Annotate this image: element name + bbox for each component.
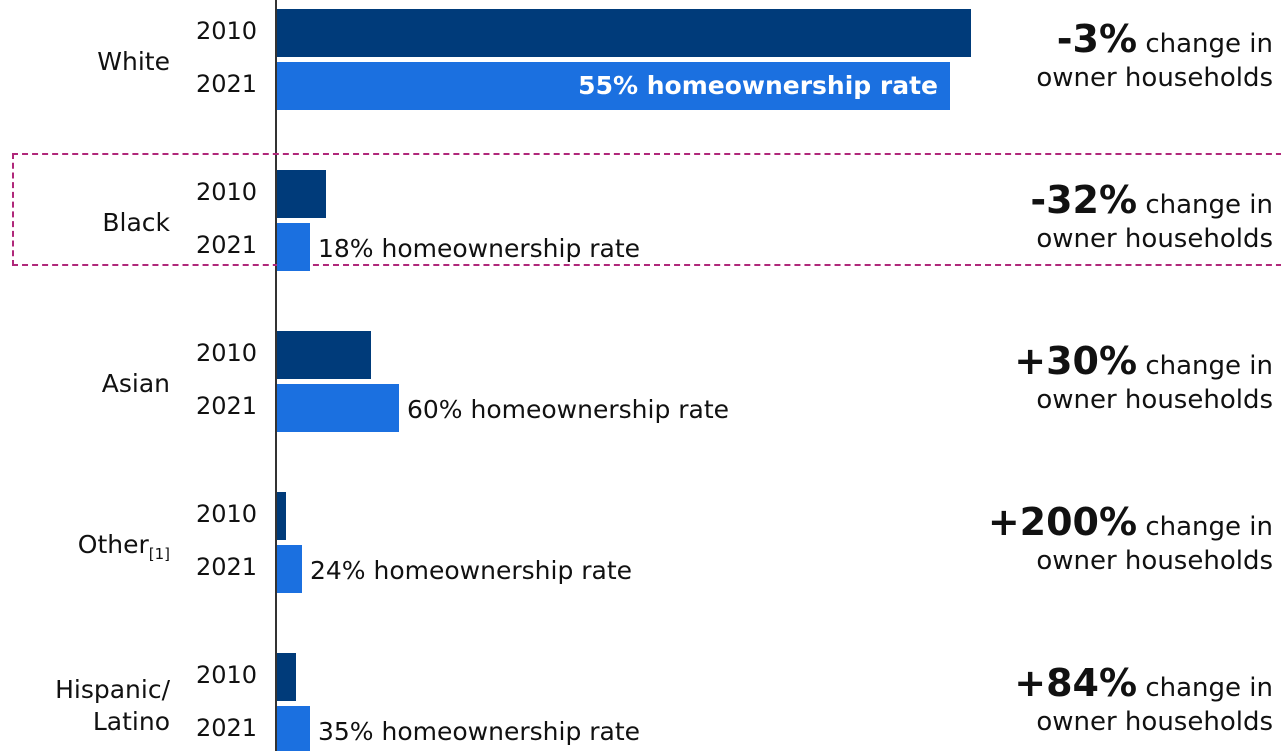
axis-line (275, 0, 277, 751)
bar (277, 653, 296, 701)
year-label: 2010 (196, 178, 258, 206)
bar (277, 9, 971, 57)
category-label: White (97, 47, 170, 76)
bar (277, 170, 326, 218)
change-value: +30% (1014, 339, 1138, 383)
category-label: Asian (101, 369, 170, 398)
change-annotation: +30% change in owner households (943, 339, 1273, 416)
year-label: 2010 (196, 661, 258, 689)
change-annotation: -3% change in owner households (943, 17, 1273, 94)
footnote-marker: [1] (148, 545, 170, 563)
change-text: owner households (1036, 223, 1273, 254)
year-label: 2021 (196, 231, 258, 259)
rate-label: 55% homeownership rate (578, 71, 938, 100)
change-text: owner households (1036, 545, 1273, 576)
change-text: owner households (1036, 62, 1273, 93)
change-annotation: -32% change in owner households (943, 178, 1273, 255)
category-label: Other[1] (77, 530, 170, 563)
year-label: 2021 (196, 70, 258, 98)
change-text: change in (1137, 190, 1273, 220)
change-text: change in (1137, 673, 1273, 703)
bar (277, 384, 399, 432)
change-text: owner households (1036, 384, 1273, 415)
year-label: 2021 (196, 553, 258, 581)
category-label: Hispanic/ Latino (55, 675, 170, 736)
change-value: +84% (1014, 661, 1138, 705)
change-text: owner households (1036, 706, 1273, 737)
bar (277, 223, 310, 271)
rate-label: 18% homeownership rate (318, 234, 641, 263)
change-text: change in (1137, 29, 1273, 59)
bar (277, 492, 286, 540)
category-label: Black (102, 208, 170, 237)
rate-label: 60% homeownership rate (407, 395, 730, 424)
rate-label: 24% homeownership rate (310, 556, 633, 585)
change-annotation: +200% change in owner households (943, 500, 1273, 577)
bar (277, 331, 371, 379)
change-value: +200% (987, 500, 1138, 544)
bar (277, 62, 950, 110)
bar (277, 545, 302, 593)
year-label: 2021 (196, 714, 258, 742)
highlight-box (12, 153, 1281, 266)
change-value: -3% (1056, 17, 1138, 61)
year-label: 2010 (196, 500, 258, 528)
rate-label: 35% homeownership rate (318, 717, 641, 746)
year-label: 2010 (196, 339, 258, 367)
change-value: -32% (1030, 178, 1138, 222)
bar (277, 706, 310, 751)
change-text: change in (1137, 351, 1273, 381)
change-text: change in (1137, 512, 1273, 542)
change-annotation: +84% change in owner households (943, 661, 1273, 738)
year-label: 2010 (196, 17, 258, 45)
year-label: 2021 (196, 392, 258, 420)
